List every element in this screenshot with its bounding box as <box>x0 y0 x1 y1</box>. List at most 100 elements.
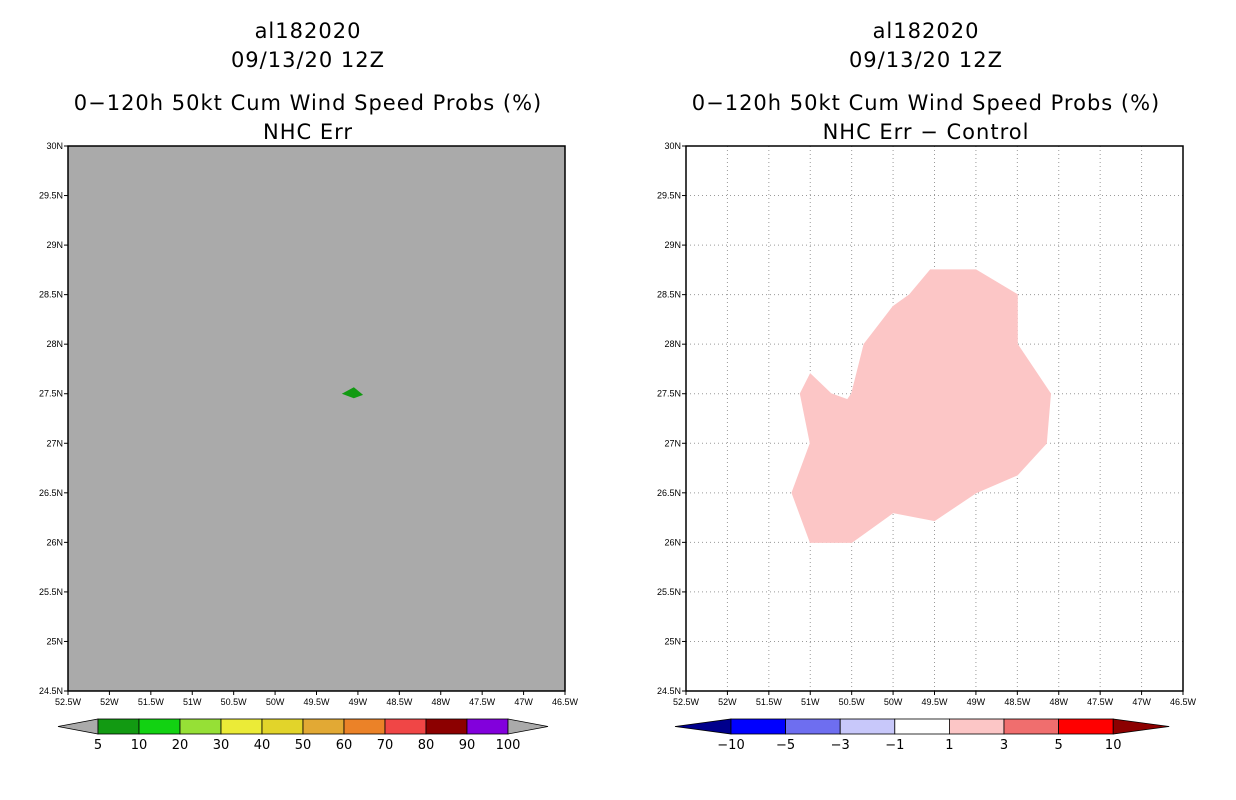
colorbar-label: 5 <box>1054 738 1062 753</box>
colorbar-label: −10 <box>717 738 744 753</box>
y-tick-label: 27N <box>46 438 63 448</box>
colorbar-swatch <box>97 718 140 735</box>
chart-title-line-4: NHC Err − Control <box>823 120 1030 144</box>
x-tick-label: 46.5W <box>552 697 579 707</box>
y-tick-label: 25N <box>46 636 63 646</box>
x-tick-label: 49W <box>349 697 368 707</box>
colorbar-extend-low <box>674 718 732 735</box>
colorbar-swatch <box>785 718 841 735</box>
x-tick-label: 51.5W <box>756 697 783 707</box>
chart-title-line-3: 0−120h 50kt Cum Wind Speed Probs (%) <box>692 91 1160 115</box>
x-tick-label: 49.5W <box>303 697 330 707</box>
x-tick-label: 48W <box>431 697 450 707</box>
y-tick-label: 29.5N <box>657 191 681 201</box>
y-tick-label: 27.5N <box>39 389 63 399</box>
x-tick-label: 50.5W <box>221 697 248 707</box>
chart-title-line-3: 0−120h 50kt Cum Wind Speed Probs (%) <box>74 91 542 115</box>
colorbar-extend-high <box>1112 718 1170 735</box>
x-tick-label: 48W <box>1049 697 1068 707</box>
x-tick-label: 47W <box>1132 697 1151 707</box>
y-tick-label: 26.5N <box>657 488 681 498</box>
chart-title-line-1: al182020 <box>873 19 980 43</box>
colorbar: −10 −5 −3 −1 1 3 5 10 <box>674 718 1170 753</box>
y-tick-label: 24.5N <box>39 686 63 696</box>
y-tick-label: 28N <box>46 339 63 349</box>
colorbar-swatch <box>949 718 1005 735</box>
x-tick-label: 48.5W <box>1004 697 1031 707</box>
colorbar-swatch <box>220 718 263 735</box>
colorbar-label: −3 <box>831 738 850 753</box>
colorbar-label: 80 <box>418 738 435 753</box>
colorbar-swatch <box>384 718 427 735</box>
colorbar-swatch <box>425 718 468 735</box>
colorbar-label: 60 <box>336 738 353 753</box>
colorbar-extend-low <box>57 718 99 735</box>
chart-title-line-2: 09/13/20 12Z <box>849 48 1003 72</box>
colorbar-label: 100 <box>496 738 521 753</box>
colorbar-swatch <box>730 718 786 735</box>
colorbar-label: 10 <box>131 738 148 753</box>
probability-region-1 <box>791 269 1052 543</box>
y-tick-label: 29.5N <box>39 191 63 201</box>
x-tick-label: 51W <box>801 697 820 707</box>
colorbar-label: 1 <box>945 738 953 753</box>
colorbar-swatch <box>1003 718 1059 735</box>
colorbar-label: 70 <box>377 738 394 753</box>
x-tick-label: 47.5W <box>1087 697 1114 707</box>
x-tick-label: 47.5W <box>469 697 496 707</box>
colorbar-swatch <box>839 718 896 735</box>
x-tick-label: 50.5W <box>839 697 866 707</box>
x-tick-label: 51.5W <box>138 697 165 707</box>
colorbar-swatch <box>466 718 509 735</box>
colorbar-swatch <box>1058 718 1114 735</box>
colorbar-swatch <box>302 718 345 735</box>
y-tick-label: 26N <box>664 537 681 547</box>
x-tick-label: 52W <box>718 697 737 707</box>
x-tick-label: 47W <box>514 697 533 707</box>
colorbar-swatch <box>179 718 222 735</box>
x-tick-label: 49W <box>967 697 986 707</box>
y-tick-label: 25.5N <box>39 587 63 597</box>
y-tick-label: 30N <box>46 141 63 151</box>
colorbar-swatch <box>138 718 181 735</box>
colorbar-swatch <box>894 718 950 735</box>
y-tick-label: 28.5N <box>39 290 63 300</box>
colorbar-label: 20 <box>172 738 189 753</box>
y-tick-label: 25.5N <box>657 587 681 597</box>
x-tick-label: 50W <box>884 697 903 707</box>
colorbar-swatch <box>343 718 386 735</box>
y-tick-label: 24.5N <box>657 686 681 696</box>
colorbar-label: 90 <box>459 738 476 753</box>
x-tick-label: 52.5W <box>673 697 700 707</box>
chart-title-line-2: 09/13/20 12Z <box>231 48 385 72</box>
x-tick-label: 52.5W <box>55 697 82 707</box>
colorbar: 5 10 20 30 40 50 60 70 80 90 100 <box>57 718 549 753</box>
colorbar-extend-high <box>507 718 549 735</box>
chart-title-line-4: NHC Err <box>263 120 353 144</box>
colorbar-label: 30 <box>213 738 230 753</box>
x-tick-label: 46.5W <box>1170 697 1197 707</box>
map-panel-2: al182020 09/13/20 12Z 0−120h 50kt Cum Wind… <box>657 19 1197 753</box>
colorbar-label: 3 <box>1000 738 1008 753</box>
colorbar-label: 5 <box>94 738 102 753</box>
colorbar-swatch <box>261 718 304 735</box>
y-tick-label: 29N <box>46 240 63 250</box>
y-tick-label: 25N <box>664 636 681 646</box>
colorbar-label: −1 <box>885 738 904 753</box>
x-tick-label: 50W <box>266 697 285 707</box>
y-tick-label: 28.5N <box>657 290 681 300</box>
y-tick-label: 26N <box>46 537 63 547</box>
colorbar-label: 50 <box>295 738 312 753</box>
y-tick-label: 27N <box>664 438 681 448</box>
x-tick-label: 52W <box>100 697 119 707</box>
x-tick-label: 51W <box>183 697 202 707</box>
probability-region-1 <box>341 387 364 399</box>
x-tick-label: 48.5W <box>386 697 413 707</box>
y-tick-label: 28N <box>664 339 681 349</box>
plot-background <box>68 146 565 691</box>
y-tick-label: 26.5N <box>39 488 63 498</box>
colorbar-label: 40 <box>254 738 271 753</box>
colorbar-label: 10 <box>1105 738 1122 753</box>
map-panel-1: al182020 09/13/20 12Z 0−120h 50kt Cum Wind… <box>39 19 579 753</box>
